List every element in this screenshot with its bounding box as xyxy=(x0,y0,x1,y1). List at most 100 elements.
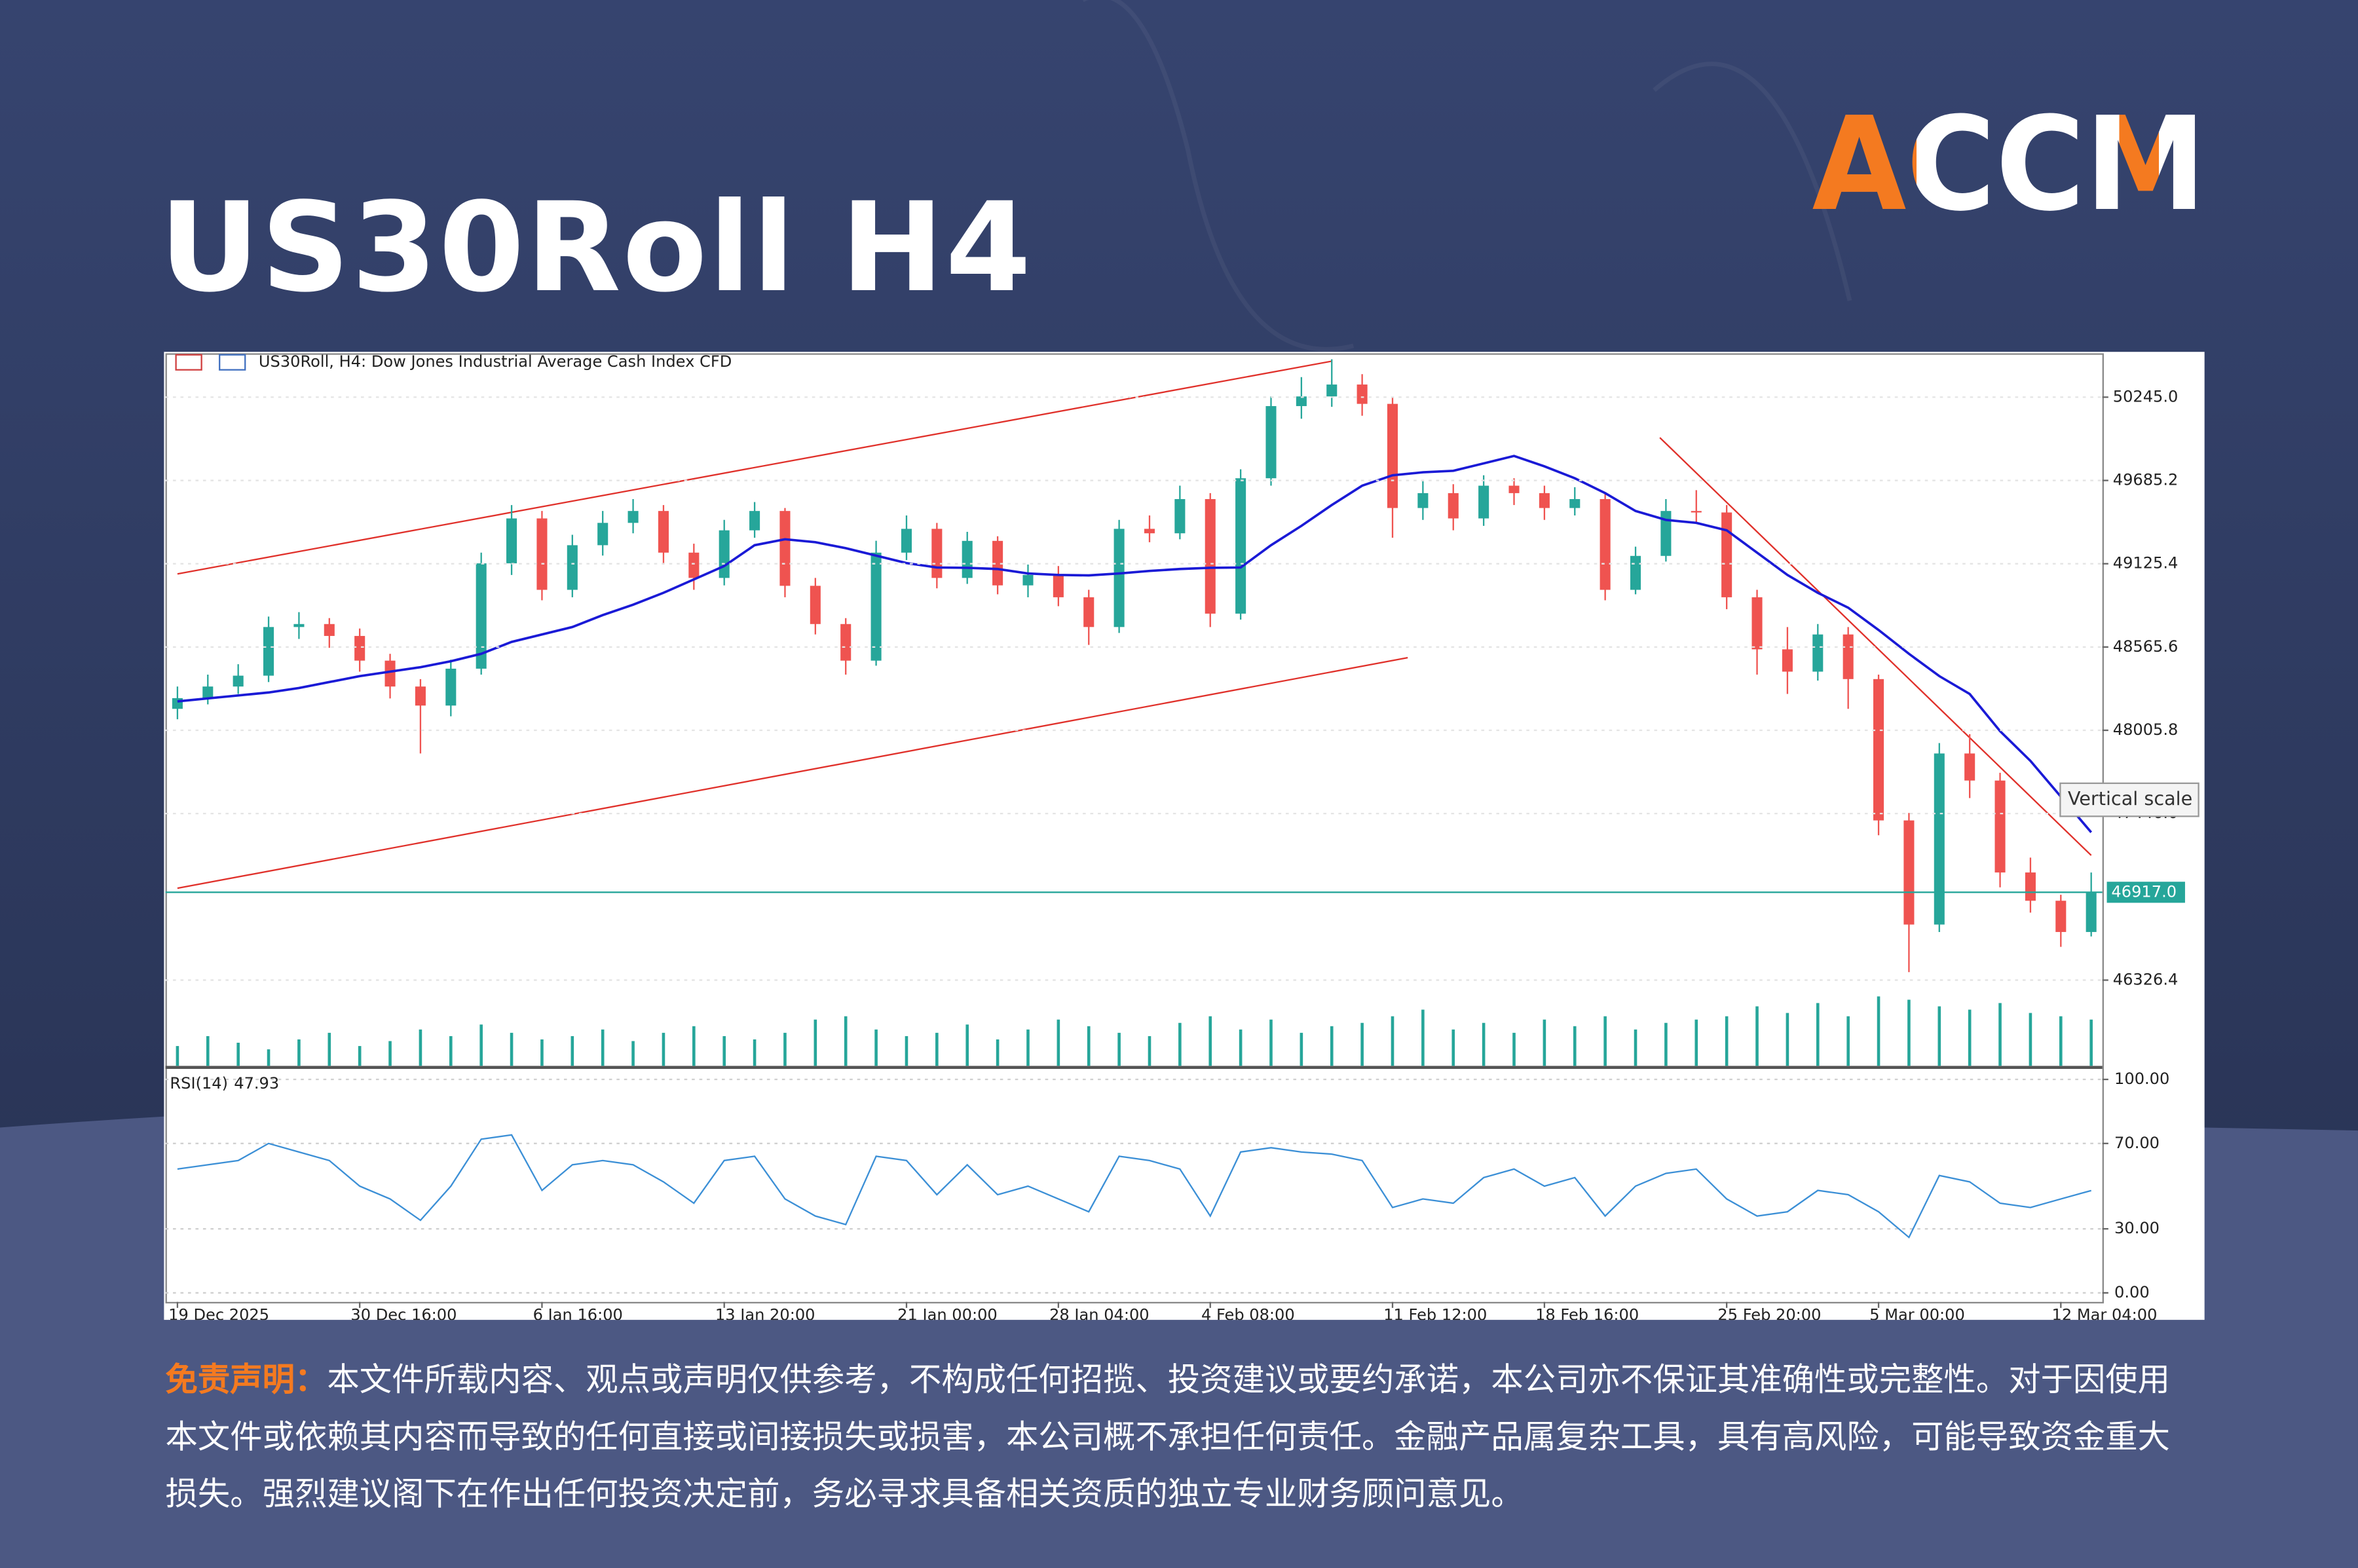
rsi-name: RSI(14) xyxy=(170,1074,228,1092)
candle-body xyxy=(1569,498,1581,508)
logo-text: ACCM xyxy=(1812,90,2207,226)
volume-bar xyxy=(996,1039,1000,1066)
volume-bar xyxy=(1330,1026,1334,1066)
candle-body xyxy=(1235,478,1246,614)
candle-body xyxy=(1843,634,1854,679)
tooltip: Vertical scale xyxy=(2068,787,2192,810)
candle-body xyxy=(293,624,305,627)
x-tick-label: 11 Feb 12:00 xyxy=(1383,1305,1487,1320)
candle-body xyxy=(840,624,852,661)
volume-bar xyxy=(814,1019,817,1066)
candle-body xyxy=(1994,780,2006,873)
candle-body xyxy=(719,530,730,578)
candle-body xyxy=(445,668,457,706)
volume-bar xyxy=(1786,1013,1789,1066)
volume-bar xyxy=(1421,1009,1425,1066)
x-tick-label: 21 Jan 00:00 xyxy=(897,1305,998,1320)
x-tick-label: 12 Mar 04:00 xyxy=(2052,1305,2158,1320)
volume-bar xyxy=(1300,1032,1303,1066)
bg-decoration xyxy=(1653,62,1852,301)
volume-bar xyxy=(965,1024,969,1066)
x-tick-label: 4 Feb 08:00 xyxy=(1201,1305,1295,1320)
volume-bar xyxy=(388,1041,392,1066)
volume-bar xyxy=(1634,1029,1638,1066)
volume-bar xyxy=(601,1029,605,1066)
trend-line xyxy=(177,360,1332,575)
candle-body xyxy=(384,660,396,687)
volume-bar xyxy=(176,1046,179,1066)
candle-body xyxy=(627,511,639,523)
volume-bar xyxy=(1057,1019,1060,1066)
candle-body xyxy=(2055,901,2067,932)
volume-bar xyxy=(328,1032,331,1066)
tooltip-box xyxy=(2059,782,2199,817)
candle-body xyxy=(536,518,548,590)
candle-body xyxy=(1296,396,1307,407)
icon xyxy=(219,354,246,371)
volume-bar xyxy=(1968,1009,1972,1066)
candle-body xyxy=(506,518,517,564)
candle-body xyxy=(870,552,882,661)
volume-bar xyxy=(206,1036,210,1066)
candle-body xyxy=(354,635,365,661)
volume-bar xyxy=(571,1036,574,1066)
volume-bar xyxy=(1391,1016,1394,1066)
candle-body xyxy=(1144,529,1155,534)
last-price-box xyxy=(2106,882,2185,903)
volume-bar xyxy=(1117,1032,1121,1066)
volume-bar xyxy=(935,1032,939,1066)
candle-body xyxy=(1508,485,1520,493)
trend-line xyxy=(177,656,1408,889)
volume-bar xyxy=(662,1032,665,1066)
candle-body xyxy=(1873,679,1884,821)
volume-bar xyxy=(1907,999,1911,1066)
chart: US30Roll, H4: Dow Jones Industrial Avera… xyxy=(164,352,2205,1320)
candle-body xyxy=(1812,634,1824,672)
bg-decoration xyxy=(1083,0,1355,352)
candle-body xyxy=(1478,485,1489,519)
candle-body xyxy=(202,686,214,698)
rsi-value: 47.93 xyxy=(234,1074,279,1092)
candle-body xyxy=(597,523,608,546)
x-tick-label: 25 Feb 20:00 xyxy=(1717,1305,1821,1320)
volume-bar xyxy=(1755,1006,1759,1066)
candle-body xyxy=(476,563,487,669)
volume-bar xyxy=(1573,1026,1577,1066)
candle-body xyxy=(1053,574,1064,597)
candle-body xyxy=(749,511,760,531)
logo: ACCM xyxy=(1812,90,2207,226)
volume-bar xyxy=(1208,1016,1212,1066)
volume-bar xyxy=(2089,1019,2093,1066)
candle-body xyxy=(931,529,943,578)
candle-body xyxy=(263,627,274,676)
volume-bar xyxy=(1816,1003,1820,1066)
x-tick-label: 30 Dec 16:00 xyxy=(350,1305,457,1320)
x-tick-label: 19 Dec 2025 xyxy=(168,1305,269,1320)
volume-bar xyxy=(449,1036,453,1066)
disclaimer-label: 免责声明： xyxy=(165,1362,328,1400)
rsi-tick-label: 70.00 xyxy=(2114,1134,2160,1152)
candle-body xyxy=(688,552,700,578)
price-pane xyxy=(172,359,2097,1066)
volume-bar xyxy=(236,1043,240,1066)
volume-bar xyxy=(419,1029,422,1066)
candle-body xyxy=(415,686,426,706)
candle-body xyxy=(1751,597,1763,650)
volume-bar xyxy=(1512,1032,1516,1066)
candle-body xyxy=(1630,555,1641,590)
volume-bar xyxy=(2059,1016,2063,1066)
volume-bar xyxy=(1239,1029,1243,1066)
volume-bar xyxy=(1482,1022,1486,1066)
moving-average xyxy=(177,455,2093,833)
plot-layer: 50245.049685.249125.448565.648005.847446… xyxy=(165,359,2199,1320)
candle-body xyxy=(1448,493,1459,519)
candle-body xyxy=(1022,574,1034,586)
y-tick-label: 50245.0 xyxy=(2113,387,2179,405)
candle-body xyxy=(1357,384,1368,404)
plot-frame xyxy=(165,353,2104,1304)
candle-body xyxy=(324,624,335,636)
volume-bar xyxy=(1664,1022,1668,1066)
candle-body xyxy=(658,511,669,553)
volume-bar xyxy=(844,1016,848,1066)
volume-bar xyxy=(1026,1029,1030,1066)
